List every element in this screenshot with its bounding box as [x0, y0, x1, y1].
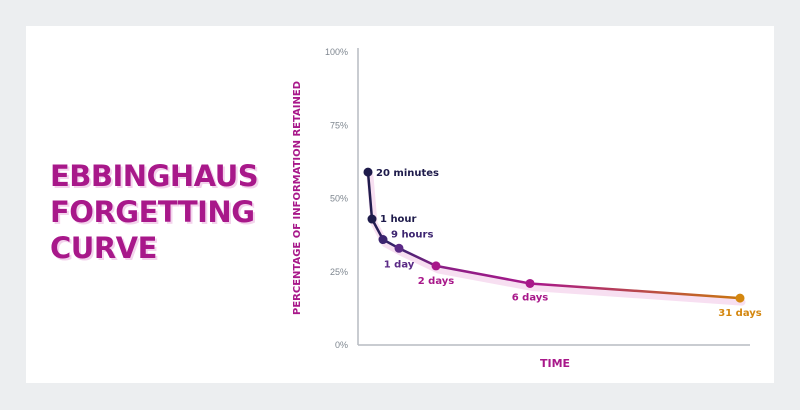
data-label: 1 hour: [380, 214, 417, 225]
data-point: [431, 261, 441, 271]
data-point: [367, 214, 377, 224]
card-background: [26, 26, 774, 383]
data-label: 20 minutes: [376, 168, 439, 179]
data-label: 31 days: [718, 308, 762, 319]
data-label: 6 days: [512, 292, 549, 303]
data-points: [363, 167, 745, 303]
data-point: [363, 167, 373, 177]
y-axis-ticks: 100% 75% 50% 25% 0%: [325, 47, 348, 350]
data-point: [525, 278, 535, 288]
data-point: [735, 293, 745, 303]
y-tick-label: 50%: [330, 194, 348, 204]
y-tick-label: 75%: [330, 120, 348, 130]
data-label: 2 days: [418, 276, 455, 287]
page-title: EBBINGHAUS FORGETTING CURVE: [50, 158, 259, 266]
y-tick-label: 25%: [330, 267, 348, 277]
y-tick-label: 100%: [325, 47, 348, 57]
data-point: [378, 235, 388, 245]
y-axis-label: PERCENTAGE OF INFORMATION RETAINED: [292, 81, 303, 315]
data-label: 9 hours: [391, 230, 433, 241]
data-point: [394, 243, 404, 253]
x-axis-label: TIME: [540, 357, 570, 370]
y-tick-label: 0%: [335, 340, 348, 350]
title-line-1: EBBINGHAUS: [50, 159, 259, 193]
title-line-3: CURVE: [50, 231, 157, 265]
data-label: 1 day: [384, 259, 415, 270]
title-line-2: FORGETTING: [50, 195, 255, 229]
